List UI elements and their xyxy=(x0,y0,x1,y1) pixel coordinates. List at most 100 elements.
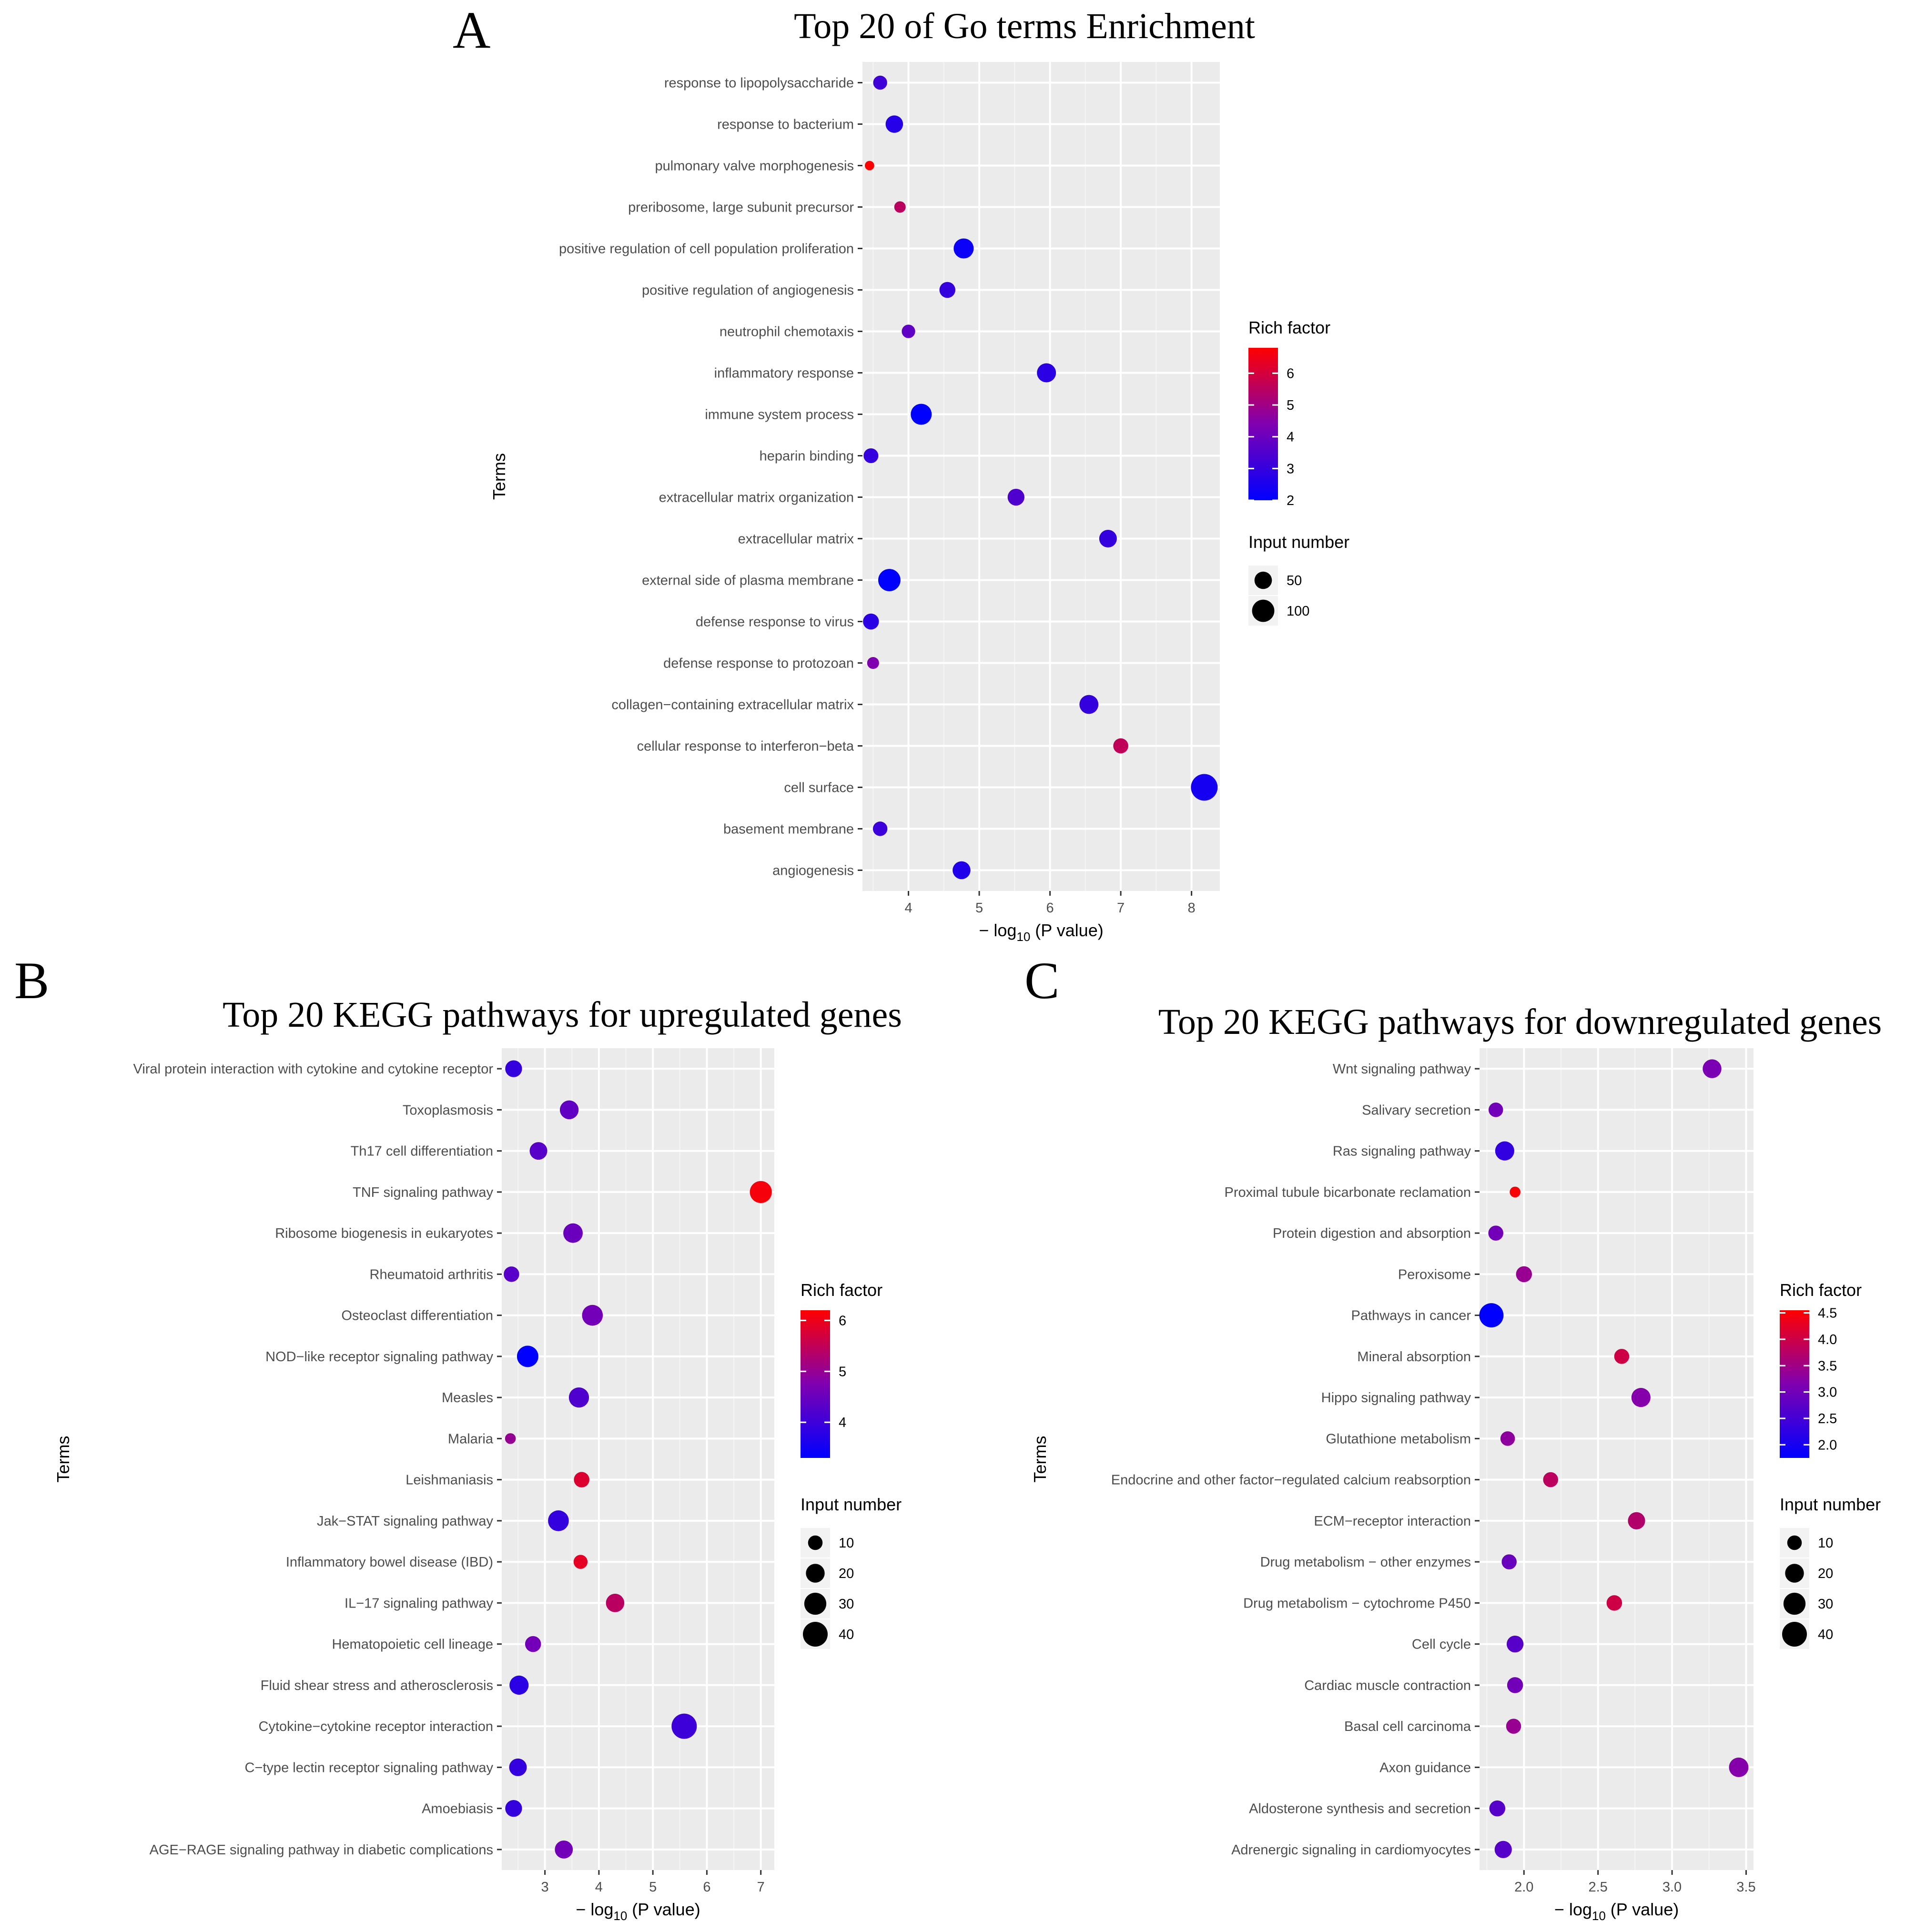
term-label: ECM−receptor interaction xyxy=(1314,1514,1471,1529)
x-tick-label: 3.0 xyxy=(1663,1880,1682,1895)
data-point xyxy=(939,282,955,298)
x-tick-label: 2.5 xyxy=(1588,1880,1607,1895)
term-label: IL−17 signaling pathway xyxy=(345,1596,493,1611)
term-label: Cell cycle xyxy=(1412,1637,1471,1652)
term-label: Hematopoietic cell lineage xyxy=(332,1637,493,1652)
x-axis-title-prefix: − log xyxy=(1554,1900,1592,1919)
term-label: Pathways in cancer xyxy=(1351,1308,1471,1324)
term-label: Inflammatory bowel disease (IBD) xyxy=(286,1555,493,1570)
data-point xyxy=(505,1800,522,1817)
color-legend-label: 4.0 xyxy=(1818,1332,1837,1347)
data-point xyxy=(606,1594,625,1612)
data-point xyxy=(548,1510,569,1531)
data-point xyxy=(1501,1554,1517,1569)
size-legend-title: Input number xyxy=(801,1495,902,1514)
term-label: Drug metabolism − other enzymes xyxy=(1260,1555,1471,1570)
term-label: Protein digestion and absorption xyxy=(1273,1226,1471,1241)
x-tick-label: 3 xyxy=(541,1880,549,1895)
data-point xyxy=(671,1713,697,1739)
term-label: cellular response to interferon−beta xyxy=(637,739,854,754)
x-tick-label: 2.0 xyxy=(1514,1880,1533,1895)
x-tick-label: 5 xyxy=(649,1880,657,1895)
x-tick-label: 4 xyxy=(904,900,912,916)
term-label: positive regulation of angiogenesis xyxy=(642,283,854,298)
size-legend-dot xyxy=(804,1592,827,1615)
chart-title: Top 20 of Go terms Enrichment xyxy=(794,6,1255,46)
x-axis-title-suffix: (P value) xyxy=(1030,920,1103,940)
term-label: Hippo signaling pathway xyxy=(1321,1390,1471,1406)
data-point xyxy=(1628,1512,1645,1529)
panel-c-kegg-downregulated-chart: C Top 20 KEGG pathways for downregulated … xyxy=(1024,951,1882,1923)
data-point xyxy=(872,821,888,836)
y-axis-title: Terms xyxy=(1030,1436,1050,1483)
term-label: Salivary secretion xyxy=(1362,1103,1471,1118)
size-legend-label: 20 xyxy=(1818,1566,1833,1581)
x-axis-title-subscript: 10 xyxy=(613,1909,627,1923)
data-point xyxy=(864,161,874,171)
size-legend-label: 10 xyxy=(1818,1536,1833,1551)
plot-background xyxy=(862,62,1220,891)
size-legend-dot xyxy=(808,1535,823,1550)
data-point xyxy=(1488,1103,1503,1117)
term-label: extracellular matrix organization xyxy=(659,490,854,506)
color-legend-label: 4 xyxy=(1287,430,1294,445)
x-tick-label: 6 xyxy=(703,1880,710,1895)
size-legend-dot xyxy=(1783,1592,1806,1615)
data-point xyxy=(1614,1349,1630,1364)
data-point xyxy=(1703,1059,1722,1078)
term-label: Rheumatoid arthritis xyxy=(370,1267,494,1282)
term-label: Peroxisome xyxy=(1398,1267,1471,1282)
term-label: Malaria xyxy=(448,1431,494,1446)
x-axis-title-prefix: − log xyxy=(576,1900,613,1919)
term-label: immune system process xyxy=(705,407,854,423)
data-point xyxy=(867,657,879,669)
size-legend-label: 40 xyxy=(839,1627,854,1642)
size-legend-dot xyxy=(1785,1564,1804,1583)
term-label: Drug metabolism − cytochrome P450 xyxy=(1243,1596,1471,1611)
panel-letter: B xyxy=(14,951,49,1010)
color-legend-bar xyxy=(801,1310,830,1458)
color-legend-label: 6 xyxy=(1287,366,1294,381)
term-label: Cardiac muscle contraction xyxy=(1304,1678,1471,1693)
term-label: positive regulation of cell population p… xyxy=(559,242,854,257)
data-point xyxy=(1099,529,1117,548)
data-point xyxy=(559,1100,579,1120)
data-point xyxy=(1495,1141,1514,1161)
data-point xyxy=(1506,1635,1524,1653)
data-point xyxy=(573,1555,588,1569)
data-point xyxy=(1507,1677,1523,1693)
term-label: Amoebiasis xyxy=(422,1801,493,1817)
term-label: Leishmaniasis xyxy=(406,1473,493,1488)
term-label: Adrenergic signaling in cardiomyocytes xyxy=(1231,1842,1471,1858)
term-label: defense response to virus xyxy=(696,615,854,630)
color-legend-label: 3.5 xyxy=(1818,1358,1837,1374)
data-point xyxy=(1037,363,1056,383)
size-legend-label: 30 xyxy=(839,1597,854,1612)
data-point xyxy=(1729,1757,1749,1777)
term-label: Th17 cell differentiation xyxy=(351,1144,493,1159)
data-point xyxy=(894,201,906,213)
chart-title: Top 20 KEGG pathways for downregulated g… xyxy=(1158,1002,1882,1042)
color-legend-label: 4.5 xyxy=(1818,1306,1837,1321)
data-point xyxy=(1543,1472,1558,1487)
data-point xyxy=(574,1472,589,1487)
x-tick-label: 4 xyxy=(595,1880,603,1895)
term-label: response to bacterium xyxy=(717,117,854,132)
chart-title: Top 20 KEGG pathways for upregulated gen… xyxy=(223,995,902,1035)
term-label: neutrophil chemotaxis xyxy=(720,324,854,340)
term-label: preribosome, large subunit precursor xyxy=(628,200,854,215)
data-point xyxy=(863,613,879,630)
x-tick-label: 3.5 xyxy=(1736,1880,1755,1895)
data-point xyxy=(563,1223,583,1243)
data-point xyxy=(1489,1800,1506,1817)
term-label: Wnt signaling pathway xyxy=(1333,1062,1471,1077)
term-label: angiogenesis xyxy=(772,863,854,879)
data-point xyxy=(878,569,901,591)
term-label: Basal cell carcinoma xyxy=(1344,1719,1471,1734)
data-point xyxy=(1079,695,1099,714)
term-label: inflammatory response xyxy=(714,366,854,381)
term-label: TNF signaling pathway xyxy=(353,1185,493,1200)
term-label: AGE−RAGE signaling pathway in diabetic c… xyxy=(150,1842,493,1858)
term-label: Aldosterone synthesis and secretion xyxy=(1249,1801,1471,1817)
